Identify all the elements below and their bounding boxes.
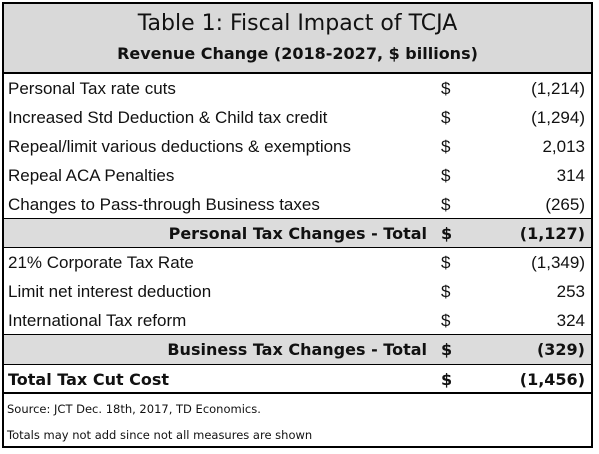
grand-total-row: Total Tax Cut Cost $ (1,456) [4, 364, 591, 394]
row-value: (1,214) [531, 79, 585, 98]
table-row: 21% Corporate Tax Rate $ (1,349) [4, 248, 591, 277]
row-label: International Tax reform [8, 311, 187, 330]
row-label: Personal Tax rate cuts [8, 79, 176, 98]
table-subtitle: Revenue Change (2018-2027, $ billions) [117, 44, 478, 63]
row-currency: $ [441, 79, 451, 98]
row-label: Repeal ACA Penalties [8, 166, 175, 185]
table-row: Personal Tax rate cuts $ (1,214) [4, 74, 591, 103]
table-title: Table 1: Fiscal Impact of TCJA [137, 11, 458, 36]
grand-total-value: (1,456) [519, 370, 585, 389]
totals-note: Totals may not add since not all measure… [7, 428, 313, 442]
business-total-value: (329) [536, 340, 585, 359]
row-value: 314 [556, 166, 585, 185]
table-row: Increased Std Deduction & Child tax cred… [4, 103, 591, 132]
source-note: Source: JCT Dec. 18th, 2017, TD Economic… [7, 402, 261, 416]
row-currency: $ [441, 311, 451, 330]
table-row: Repeal ACA Penalties $ 314 [4, 161, 591, 190]
grand-total-label: Total Tax Cut Cost [8, 370, 170, 389]
business-total-row: Business Tax Changes - Total $ (329) [4, 335, 591, 364]
row-label: Limit net interest deduction [8, 282, 212, 301]
table-row: Repeal/limit various deductions & exempt… [4, 132, 591, 161]
table-header: Table 1: Fiscal Impact of TCJA Revenue C… [4, 4, 591, 74]
row-currency: $ [441, 137, 451, 156]
row-currency: $ [441, 195, 451, 214]
row-value: 324 [556, 311, 585, 330]
row-value: 253 [556, 282, 585, 301]
row-value: (265) [545, 195, 585, 214]
row-label: Repeal/limit various deductions & exempt… [8, 137, 352, 156]
personal-total-value: (1,127) [519, 224, 585, 243]
fiscal-impact-table: Table 1: Fiscal Impact of TCJA Revenue C… [2, 2, 593, 448]
row-currency: $ [441, 108, 451, 127]
table-row: Changes to Pass-through Business taxes $… [4, 190, 591, 219]
grand-total-currency: $ [441, 370, 453, 389]
row-value: 2,013 [542, 137, 585, 156]
row-label: 21% Corporate Tax Rate [8, 253, 194, 272]
table-row: International Tax reform $ 324 [4, 306, 591, 335]
personal-total-row: Personal Tax Changes - Total $ (1,127) [4, 219, 591, 248]
row-currency: $ [441, 166, 451, 185]
personal-total-currency: $ [441, 224, 453, 243]
row-value: (1,349) [531, 253, 585, 272]
table-row: Limit net interest deduction $ 253 [4, 277, 591, 306]
row-currency: $ [441, 253, 451, 272]
business-total-currency: $ [441, 340, 453, 359]
business-total-label: Business Tax Changes - Total [167, 340, 427, 359]
row-label: Increased Std Deduction & Child tax cred… [8, 108, 328, 127]
row-currency: $ [441, 282, 451, 301]
personal-total-label: Personal Tax Changes - Total [168, 224, 427, 243]
row-value: (1,294) [531, 108, 585, 127]
row-label: Changes to Pass-through Business taxes [8, 195, 320, 214]
